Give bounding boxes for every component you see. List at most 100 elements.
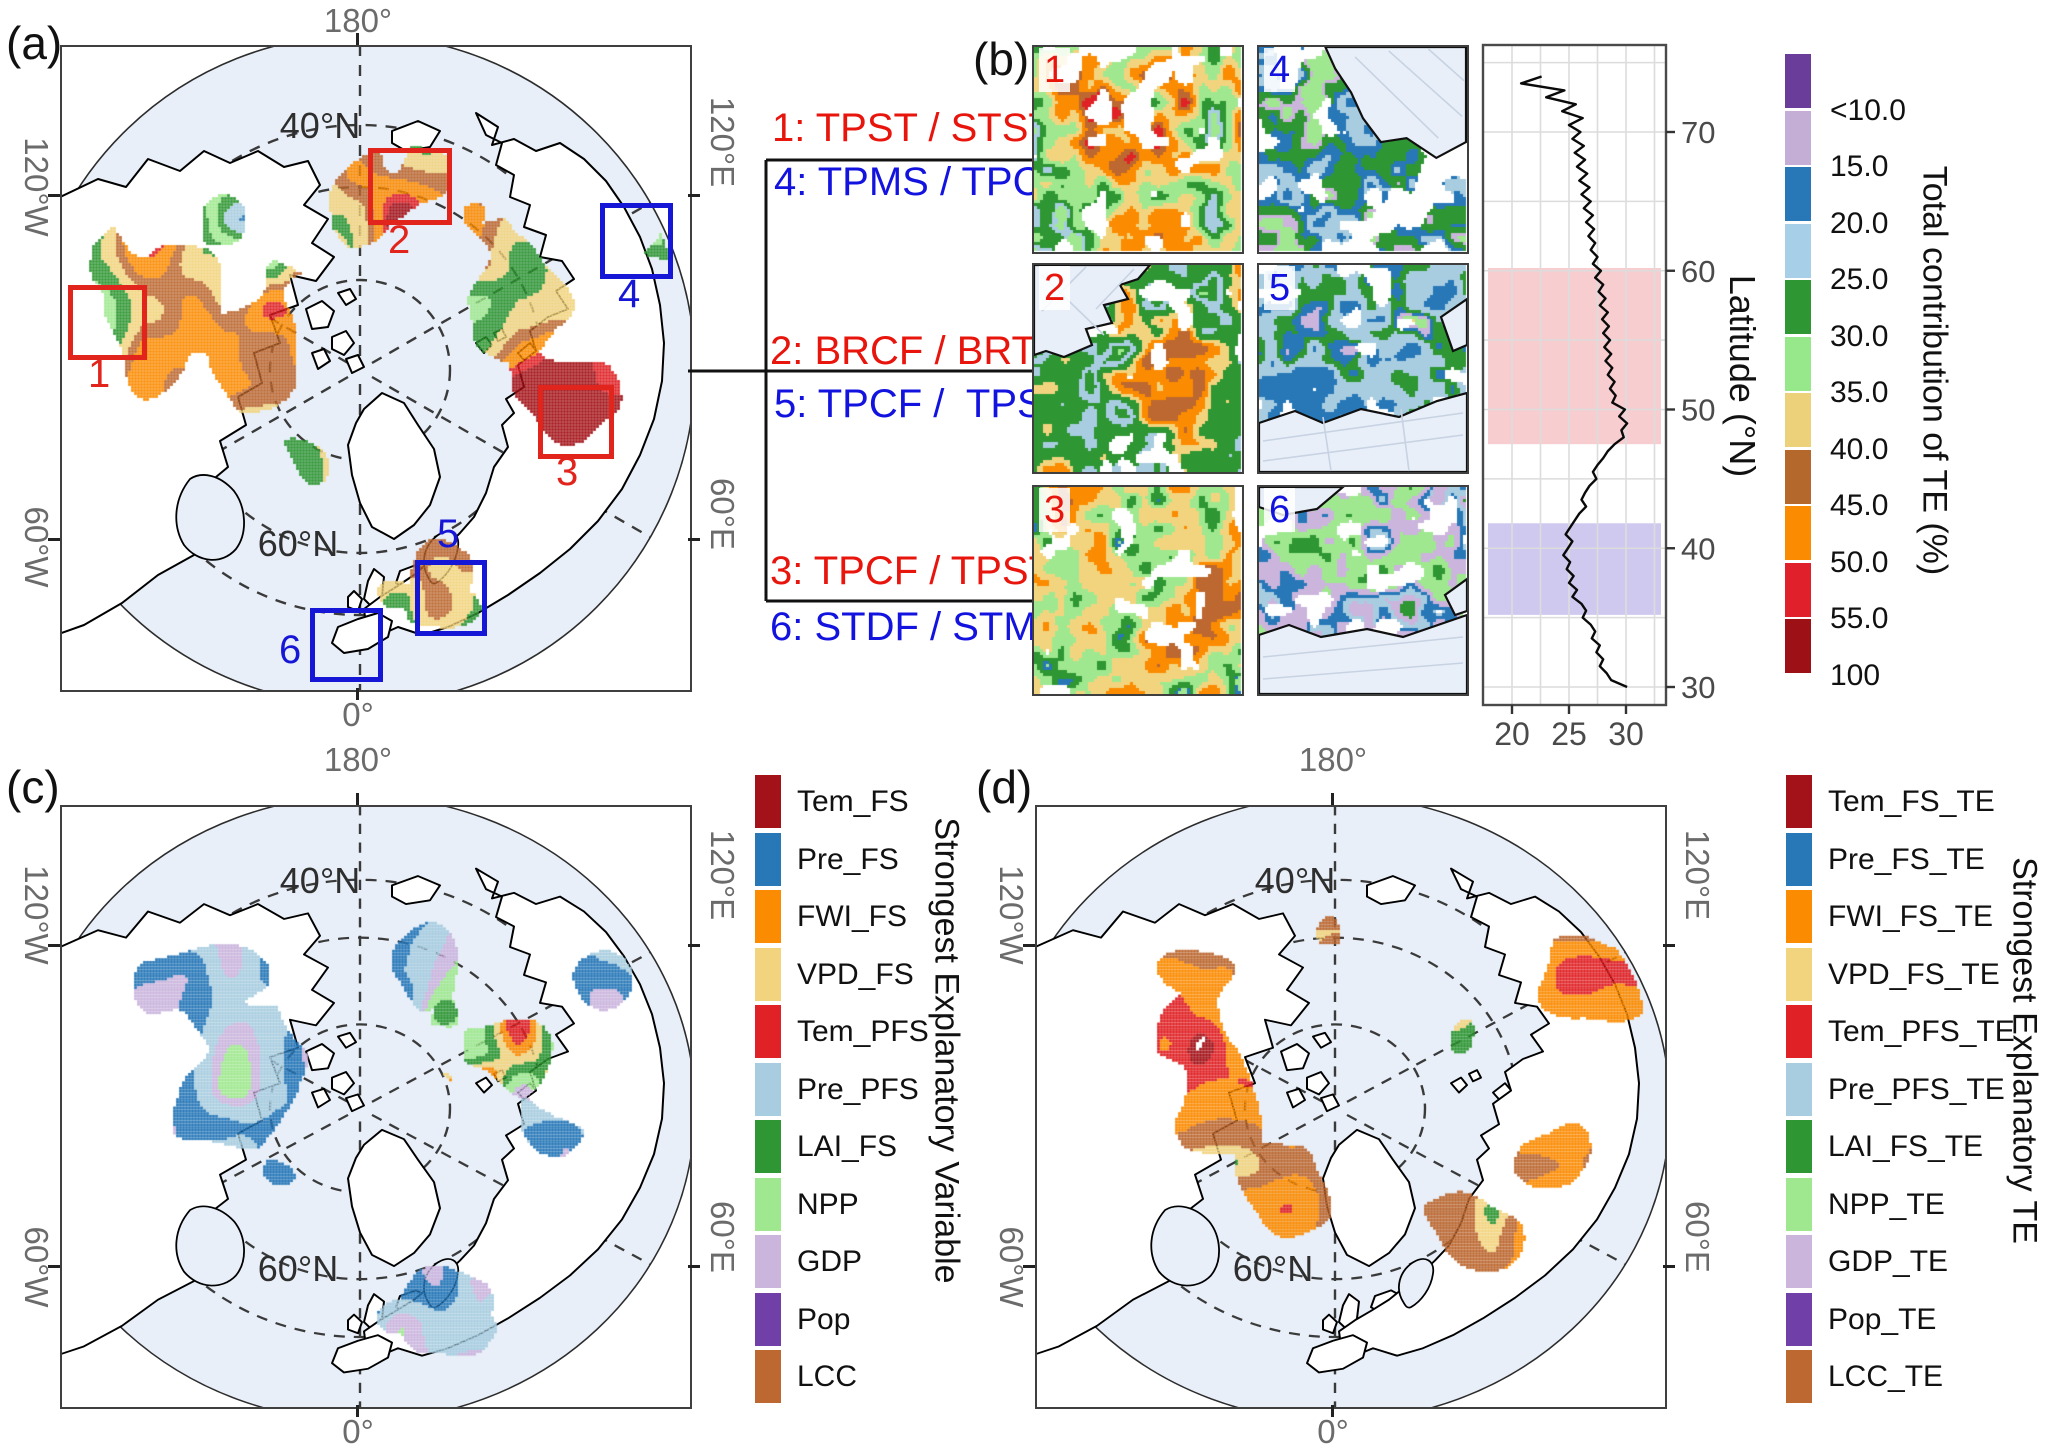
map-panel-c	[60, 805, 692, 1409]
map-c-right-tick-1	[688, 944, 700, 947]
subpanel-zoom-2: 2	[1032, 263, 1244, 474]
te-legend-title: Total contribution of TE (%)	[1915, 165, 1954, 576]
lat-tick-label: 60	[1681, 254, 1715, 289]
map-d-right-tick-2	[1663, 1265, 1675, 1268]
te-colorbar-label-8: 50.0	[1830, 545, 1889, 579]
te-colorbar-swatch-9	[1785, 562, 1811, 617]
te-variable-legend-swatch-lcc_te	[1786, 1350, 1812, 1403]
map-a-right-tick-2	[688, 538, 700, 541]
latitude-profile-chart: 70 60 50 40 30 20 25 30	[1481, 43, 1715, 752]
panel-a-label: (a)	[6, 17, 63, 69]
map-d-right-tick-1	[1663, 944, 1675, 947]
panel-c-label: (c)	[6, 761, 60, 813]
te-variable-legend-label-fwi_fs_te: FWI_FS_TE	[1828, 900, 1994, 933]
subpanel-3-number: 3	[1039, 488, 1071, 532]
te-colorbar-swatch-2	[1785, 167, 1811, 221]
map-panel-a	[60, 45, 692, 692]
map-d-120w-label: 120°W	[993, 865, 1030, 965]
te-variable-legend-swatch-pre_pfs_te	[1786, 1062, 1812, 1116]
te-colorbar-label-4: 30.0	[1830, 319, 1889, 353]
map-a-60n-label: 60°N	[257, 523, 339, 564]
subpanel-zoom-1: 1	[1032, 45, 1244, 254]
subpanel-4-number: 4	[1264, 48, 1296, 92]
highlight-band	[1488, 523, 1661, 615]
te-colorbar-label-0: <10.0	[1830, 93, 1906, 127]
variable-legend-label-lai_fs: LAI_FS	[797, 1130, 898, 1163]
variable-legend-label-pre_pfs: Pre_PFS	[797, 1072, 919, 1106]
map-a-bottom-tick	[356, 688, 359, 700]
variable-legend-swatch-tem_pfs	[755, 1005, 781, 1058]
lat-tick-label: 30	[1681, 670, 1715, 705]
subpanel-coastlines	[1324, 47, 1467, 160]
connector-label-3: 3: TPCF / TPST	[770, 549, 1054, 593]
te-colorbar-swatch-10	[1785, 619, 1811, 673]
region-box-1	[68, 285, 147, 360]
map-c-left-tick-1	[48, 944, 60, 947]
map-a-120e-label: 120°E	[704, 96, 741, 188]
map-a-40n-label: 40°N	[279, 105, 361, 146]
variable-legend-swatch-lai_fs	[755, 1120, 781, 1173]
variable-legend-swatch-pre_fs	[755, 832, 781, 886]
map-data-dots	[1037, 807, 1665, 1407]
variable-legend-label-pop: Pop	[797, 1302, 851, 1336]
variable-legend-label-npp: NPP	[797, 1187, 859, 1221]
map-d-60e-label: 60°E	[1679, 1201, 1716, 1273]
subpanel-zoom-4: 4	[1257, 45, 1469, 254]
variable-legend-label-lcc: LCC	[797, 1360, 858, 1393]
map-a-top-tick	[356, 33, 359, 45]
te-variable-legend-swatch-pop_te	[1786, 1292, 1812, 1346]
variable-legend-swatch-vpd_fs	[755, 947, 781, 1001]
map-a-left-tick-1	[48, 194, 60, 197]
region-box-5-number: 5	[437, 512, 460, 556]
region-box-3	[538, 385, 614, 459]
latitude-axis-title: Latitude (°N)	[1722, 274, 1763, 478]
map-d-left-tick-1	[1023, 944, 1035, 947]
map-c-top-tick	[356, 793, 359, 805]
subpanel-2-number: 2	[1039, 266, 1071, 310]
variable-legend-label-pre_fs: Pre_FS	[797, 842, 899, 876]
region-box-4	[600, 203, 673, 279]
subpanel-1-number: 1	[1039, 48, 1071, 92]
te-variable-legend-label-vpd_fs_te: VPD_FS_TE	[1828, 957, 2000, 991]
panel-b-label: (b)	[973, 33, 1030, 85]
te-variable-legend-label-pre_pfs_te: Pre_PFS_TE	[1828, 1072, 2005, 1106]
map-c-bottom-tick	[356, 1405, 359, 1417]
te-colorbar-label-9: 55.0	[1830, 602, 1889, 635]
variable-legend-label-tem_fs: Tem_FS	[797, 785, 909, 818]
te-colorbar-label-1: 15.0	[1830, 150, 1889, 183]
variable-legend-title: Strongest Explanatory Variable	[927, 817, 966, 1284]
te-colorbar-label-7: 45.0	[1830, 489, 1889, 522]
te-tick-label: 30	[1608, 716, 1644, 752]
te-variable-legend-swatch-pre_fs_te	[1786, 832, 1812, 886]
map-d-120e-label: 120°E	[1679, 829, 1716, 921]
region-box-6	[310, 608, 383, 682]
te-variable-legend-swatch-tem_fs_te	[1786, 775, 1812, 828]
map-c-60e-label: 60°E	[704, 1201, 741, 1273]
te-colorbar-swatch-3	[1785, 223, 1811, 278]
map-c-left-tick-2	[48, 1265, 60, 1268]
region-box-1-number: 1	[88, 352, 111, 396]
te-variable-legend-title: Strongest Explanatory TE	[2005, 857, 2044, 1244]
lat-tick-label: 70	[1681, 115, 1715, 150]
highlight-band	[1488, 267, 1661, 445]
te-colorbar-swatch-8	[1785, 506, 1811, 560]
te-variable-legend-label-pre_fs_te: Pre_FS_TE	[1828, 842, 1985, 876]
connector-label-4: 4: TPMS / TPCF	[774, 160, 1066, 204]
te-variable-legend-label-pop_te: Pop_TE	[1828, 1302, 1937, 1336]
te-colorbar-swatch-6	[1785, 393, 1811, 447]
variable-legend-swatch-npp	[755, 1177, 781, 1231]
map-a-120w-label: 120°W	[18, 137, 55, 237]
te-colorbar-swatch-7	[1785, 449, 1811, 504]
connector-label-6: 6: STDF / STMS	[770, 605, 1064, 649]
map-d-bottom-tick	[1331, 1405, 1334, 1417]
map-a-60e-label: 60°E	[704, 478, 741, 550]
te-tick-label: 20	[1494, 716, 1530, 752]
map-c-120e-label: 120°E	[704, 829, 741, 921]
map-c-180-label: 180°	[323, 741, 393, 778]
map-d-top-tick	[1331, 793, 1334, 805]
map-d-180-label: 180°	[1298, 741, 1368, 778]
lat-tick-label: 50	[1681, 393, 1715, 428]
te-variable-legend-swatch-gdp_te	[1786, 1235, 1812, 1288]
map-a-right-tick-1	[688, 194, 700, 197]
